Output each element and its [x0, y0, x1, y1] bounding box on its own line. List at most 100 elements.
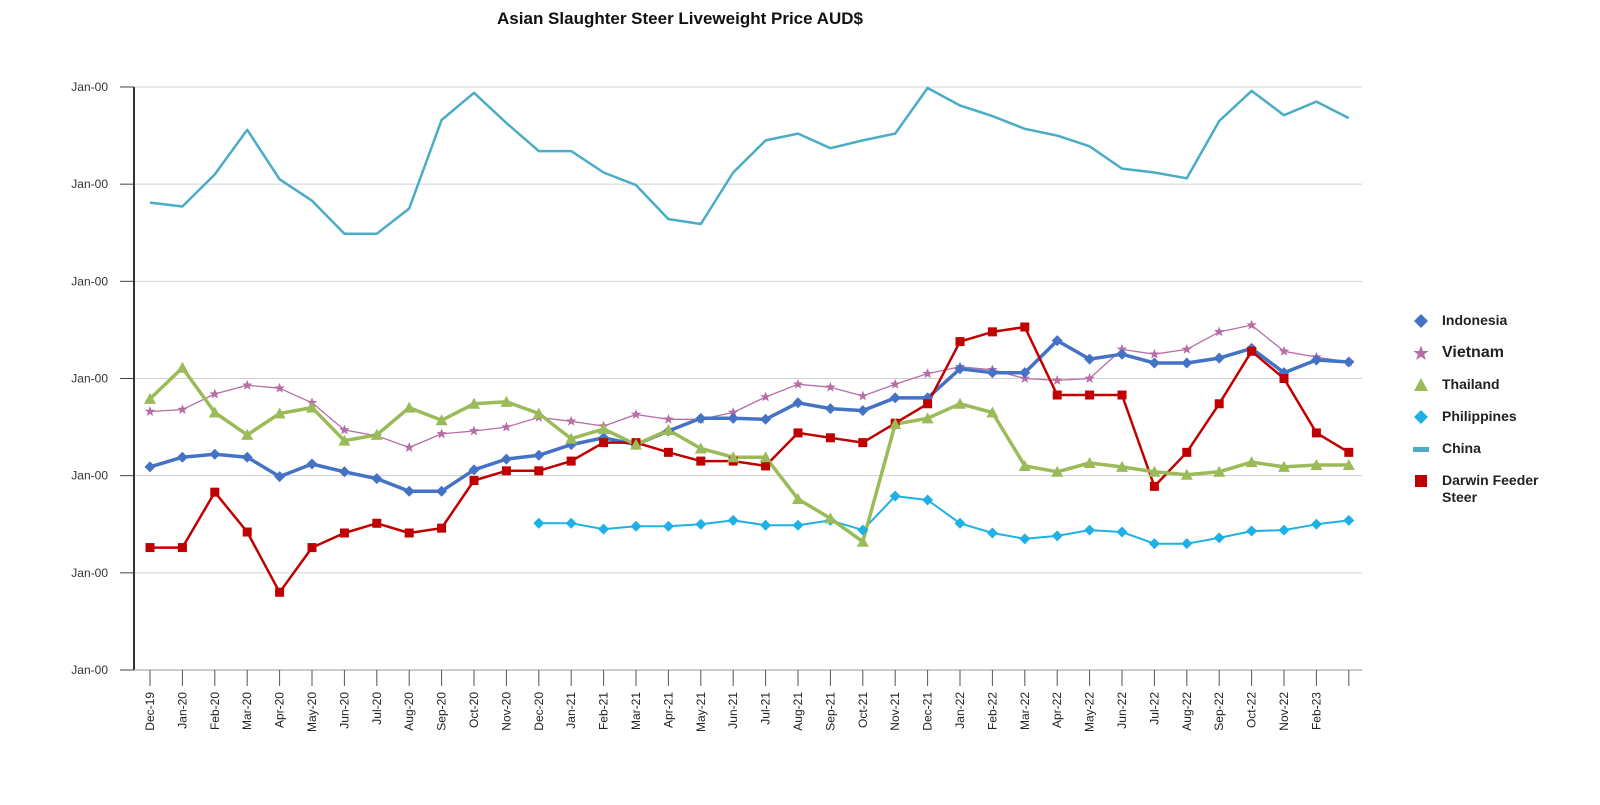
data-point — [1117, 390, 1127, 400]
data-point — [339, 528, 349, 538]
x-tick-label: Oct-21 — [856, 692, 870, 728]
data-point — [1279, 374, 1289, 383]
data-point — [986, 406, 999, 418]
star-marker-icon — [1413, 345, 1429, 360]
data-point — [630, 408, 642, 419]
data-point — [1247, 346, 1257, 356]
x-tick-label: Dec-20 — [532, 692, 546, 731]
data-point — [1181, 343, 1193, 354]
data-point — [824, 512, 837, 524]
x-tick-label: Aug-21 — [791, 692, 805, 731]
x-tick-label: Feb-23 — [1309, 692, 1323, 730]
series-line — [149, 324, 1349, 449]
data-point — [1116, 348, 1128, 360]
data-point — [760, 391, 771, 402]
series-line — [149, 86, 1350, 235]
data-point — [792, 519, 804, 531]
data-point — [662, 520, 674, 532]
legend-label: Philippines — [1442, 408, 1517, 424]
legend: Indonesia Vietnam Thailand Philippines C… — [1410, 312, 1600, 512]
x-tick-label: Mar-21 — [629, 692, 643, 730]
data-point — [727, 412, 739, 424]
data-point — [793, 428, 803, 438]
x-tick-label: Mar-22 — [1018, 692, 1032, 730]
data-point — [1181, 357, 1193, 369]
x-tick-label: Jan-22 — [953, 692, 967, 729]
data-point — [857, 405, 869, 417]
data-point — [1180, 468, 1193, 480]
data-point — [1310, 518, 1322, 530]
x-tick-label: Aug-20 — [402, 692, 416, 731]
y-tick-label: Jan-00 — [71, 663, 108, 677]
y-tick-label: Jan-00 — [71, 372, 108, 386]
legend-label: Thailand — [1442, 376, 1500, 392]
x-tick-label: Oct-20 — [467, 692, 481, 728]
data-point — [177, 543, 187, 553]
data-point — [1342, 458, 1355, 470]
x-tick-label: Jun-20 — [337, 692, 351, 729]
data-point — [435, 414, 448, 426]
x-tick-label: Feb-21 — [597, 692, 611, 730]
data-point — [403, 485, 415, 497]
data-point — [241, 428, 254, 440]
data-point — [598, 523, 610, 535]
data-point — [209, 388, 221, 399]
data-point — [1083, 457, 1096, 469]
data-point — [1085, 390, 1095, 400]
data-point — [1343, 514, 1355, 526]
series-markers — [144, 319, 1355, 597]
data-point — [663, 413, 674, 424]
data-point — [1310, 458, 1323, 470]
data-point — [1116, 460, 1128, 472]
legend-item-darwin-feeder-steer[interactable]: Darwin Feeder Steer — [1410, 472, 1600, 512]
legend-item-vietnam[interactable]: Vietnam — [1410, 344, 1600, 376]
data-point — [923, 399, 933, 409]
x-tick-label: Jul-22 — [1147, 692, 1161, 725]
legend-item-thailand[interactable]: Thailand — [1410, 376, 1600, 408]
x-tick-label: Jun-21 — [726, 692, 740, 729]
x-tick-label: Sep-21 — [823, 692, 837, 731]
data-point — [1278, 524, 1290, 536]
data-point — [1148, 465, 1161, 477]
data-point — [727, 451, 740, 463]
series-line — [148, 366, 1349, 544]
legend-item-philippines[interactable]: Philippines — [1410, 408, 1600, 440]
data-point — [241, 451, 253, 463]
data-point — [209, 448, 221, 460]
data-point — [630, 438, 642, 450]
x-tick-label: Jul-20 — [370, 692, 384, 725]
data-point — [922, 368, 933, 379]
data-point — [954, 517, 966, 529]
data-point — [208, 406, 221, 418]
data-point — [339, 424, 350, 435]
x-tick-label: Sep-20 — [435, 692, 449, 731]
legend-label: Vietnam — [1442, 344, 1504, 361]
x-tick-label: Apr-22 — [1050, 692, 1064, 728]
x-tick-label: Nov-22 — [1277, 692, 1291, 731]
data-point — [695, 412, 707, 424]
series-lines — [148, 86, 1350, 594]
legend-item-indonesia[interactable]: Indonesia — [1410, 312, 1600, 344]
data-point — [1084, 373, 1095, 383]
x-tick-label: Nov-20 — [499, 692, 513, 731]
data-point — [792, 492, 804, 504]
data-point — [1278, 460, 1290, 472]
data-point — [307, 543, 317, 553]
data-point — [338, 434, 351, 446]
data-point — [468, 425, 480, 436]
legend-item-china[interactable]: China — [1410, 440, 1600, 472]
data-point — [242, 527, 252, 537]
data-point — [1020, 322, 1030, 332]
data-point — [856, 535, 869, 547]
data-point — [1019, 367, 1031, 379]
data-point — [889, 392, 901, 404]
square-marker-icon — [1415, 475, 1427, 487]
data-point — [1051, 374, 1063, 385]
data-point — [922, 494, 934, 506]
data-point — [176, 361, 189, 373]
data-point — [469, 476, 479, 486]
data-point — [1148, 538, 1160, 550]
gridlines — [134, 86, 1362, 671]
data-point — [144, 392, 156, 404]
